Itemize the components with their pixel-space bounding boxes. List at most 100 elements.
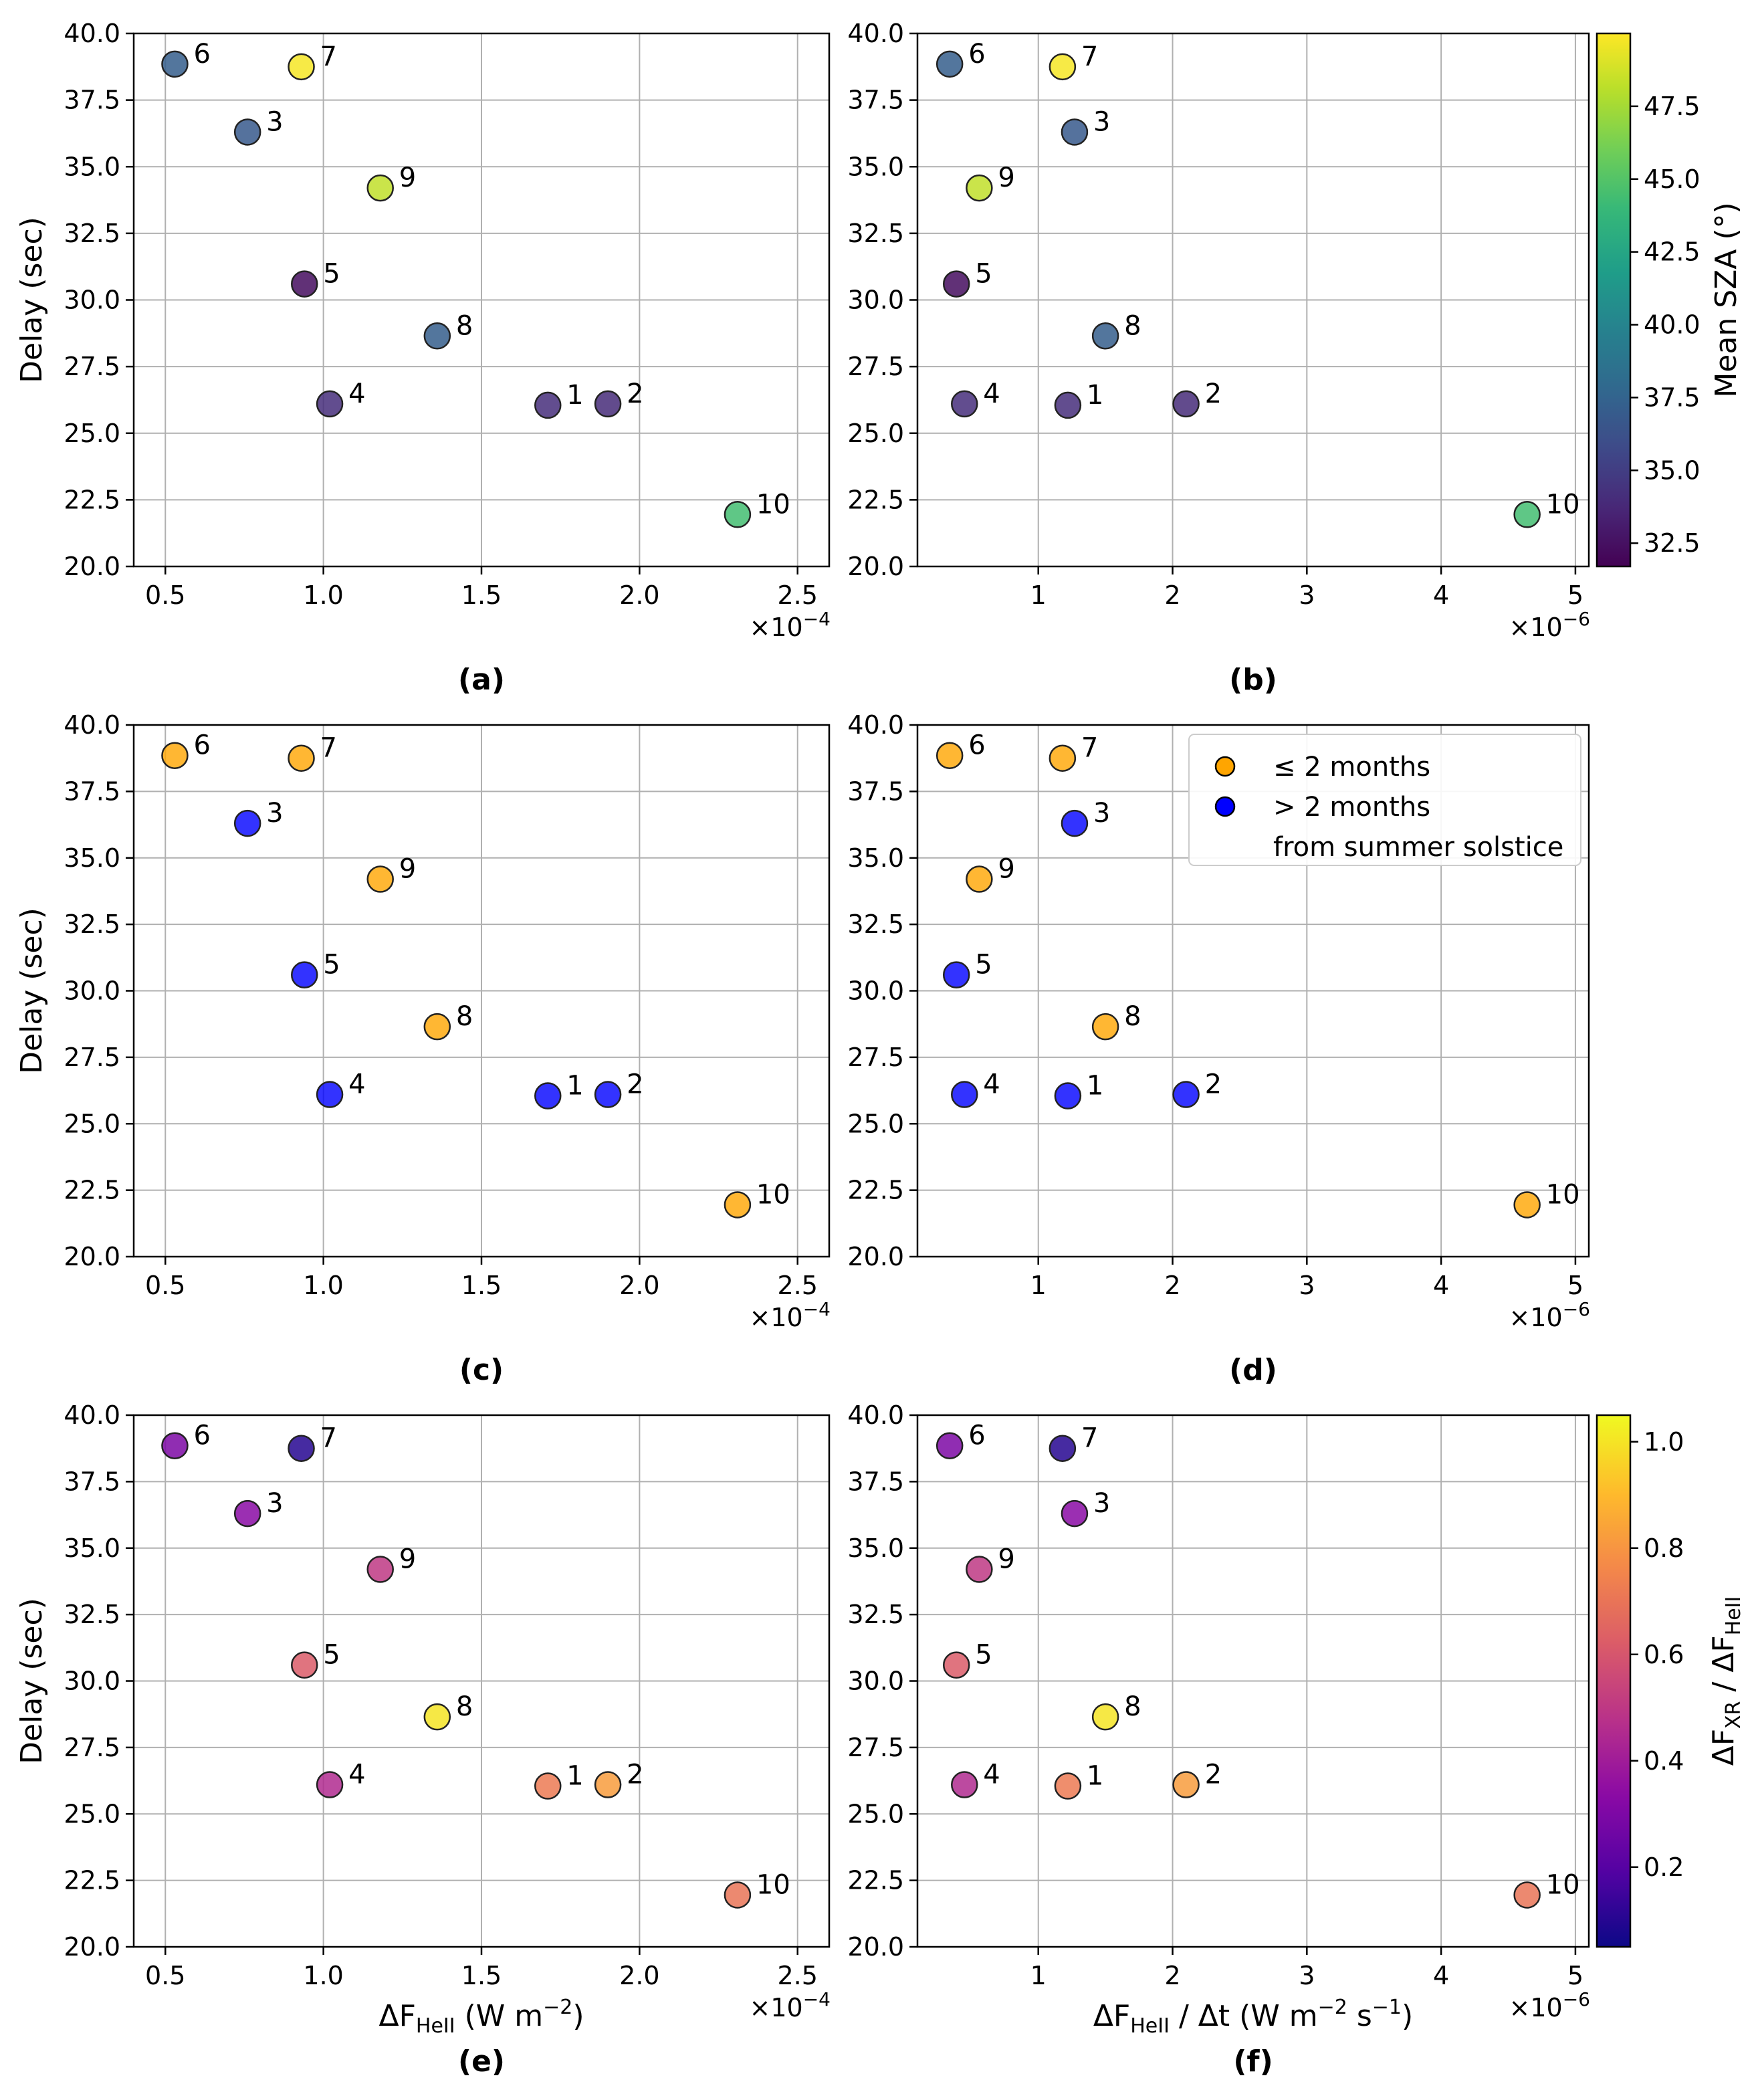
point-label: 1 — [566, 1761, 583, 1792]
data-point — [1172, 1081, 1200, 1108]
data-point — [724, 501, 752, 528]
data-point — [233, 118, 261, 146]
y-tick-label: 30.0 — [847, 1667, 904, 1696]
x-tick-label: 2.5 — [778, 1961, 818, 1990]
point-label: 5 — [975, 950, 992, 980]
x-tick-label: 1.0 — [303, 1271, 343, 1300]
x-tick-label: 5 — [1567, 581, 1583, 610]
data-point — [1054, 1082, 1082, 1110]
panel-e: 20.022.525.027.530.032.535.037.540.00.5 1… — [15, 1400, 831, 2079]
y-tick-label: 40.0 — [64, 710, 120, 740]
point-label: 7 — [1081, 733, 1098, 764]
x-tick-label: 5 — [1567, 1271, 1583, 1300]
panel-label: (e) — [458, 2044, 505, 2079]
point-label: 8 — [456, 1001, 473, 1032]
y-tick-label: 25.0 — [64, 1109, 120, 1138]
data-point — [951, 390, 978, 418]
data-point — [423, 1703, 451, 1731]
y-tick-label: 37.5 — [847, 86, 904, 115]
point-label: 6 — [968, 39, 985, 70]
colorbar-label: ΔFXR / ΔFHeII — [1707, 1596, 1745, 1766]
colorbar-tick-label: 0.6 — [1644, 1640, 1684, 1669]
colorbar-gradient — [1596, 32, 1632, 568]
point-label: 9 — [399, 1544, 416, 1575]
point-label: 9 — [998, 163, 1014, 193]
data-point — [291, 1651, 318, 1679]
point-label: 6 — [193, 730, 210, 761]
data-point — [724, 1191, 752, 1219]
y-tick-label: 40.0 — [64, 19, 120, 48]
data-point — [291, 270, 318, 298]
data-point — [288, 744, 315, 772]
y-tick-label: 22.5 — [64, 1866, 120, 1895]
point-label: 10 — [756, 489, 790, 520]
colorbar-tick-label: 42.5 — [1644, 237, 1701, 267]
y-tick-label: 20.0 — [64, 1242, 120, 1271]
data-point — [1513, 1881, 1541, 1909]
y-tick-label: 20.0 — [847, 1242, 904, 1271]
y-tick-label: 20.0 — [847, 1932, 904, 1962]
panel-label: (d) — [1229, 1353, 1277, 1387]
data-point — [534, 391, 562, 419]
point-label: 3 — [266, 106, 283, 137]
y-tick-label: 40.0 — [847, 1400, 904, 1430]
data-point — [316, 390, 344, 418]
colorbar-tick-label: 0.8 — [1644, 1534, 1684, 1563]
x-tick-label: 2 — [1164, 1271, 1180, 1300]
data-point — [724, 1881, 752, 1909]
x-tick-label: 3 — [1299, 1271, 1315, 1300]
data-point — [233, 809, 261, 837]
x-tick-label: 2.5 — [778, 581, 818, 610]
y-tick-label: 20.0 — [64, 552, 120, 581]
panel-label: (c) — [459, 1353, 504, 1387]
point-label: 10 — [1546, 1869, 1580, 1900]
y-tick-label: 37.5 — [64, 1467, 120, 1496]
point-label: 6 — [968, 1421, 985, 1451]
colorbar-tick-label: 37.5 — [1644, 383, 1701, 412]
legend-marker — [1214, 756, 1236, 777]
y-tick-label: 35.0 — [64, 1534, 120, 1563]
point-label: 8 — [456, 1691, 473, 1722]
point-label: 2 — [627, 379, 643, 409]
point-label: 7 — [320, 733, 337, 764]
x-tick-label: 4 — [1433, 1961, 1449, 1990]
y-tick-label: 30.0 — [847, 286, 904, 315]
data-point — [1513, 501, 1541, 528]
y-tick-label: 32.5 — [64, 910, 120, 939]
data-point — [1049, 744, 1077, 772]
y-tick-label: 37.5 — [847, 1467, 904, 1496]
data-point — [1091, 1703, 1119, 1731]
legend: ≤ 2 months > 2 months from summer solstice — [1188, 734, 1581, 866]
legend-note: from summer solstice — [1273, 832, 1563, 863]
x-tick-label: 1.0 — [303, 581, 343, 610]
point-label: 7 — [1081, 41, 1098, 72]
data-point — [594, 1081, 622, 1108]
x-tick-label: 1 — [1030, 581, 1047, 610]
data-point — [423, 1013, 451, 1041]
x-axis-multiplier: ×10−6 — [1509, 608, 1590, 642]
colorbar-tick-label: 40.0 — [1644, 310, 1701, 340]
y-tick-label: 27.5 — [847, 352, 904, 381]
y-axis-label: Delay (sec) — [15, 908, 49, 1074]
x-tick-label: 0.5 — [145, 581, 185, 610]
x-axis-multiplier: ×10−4 — [750, 608, 831, 642]
point-label: 5 — [975, 259, 992, 290]
data-point — [966, 865, 993, 893]
y-tick-label: 22.5 — [64, 1176, 120, 1205]
x-tick-label: 0.5 — [145, 1961, 185, 1990]
point-label: 2 — [627, 1760, 643, 1790]
point-label: 8 — [456, 310, 473, 341]
y-tick-label: 35.0 — [847, 152, 904, 181]
y-tick-label: 25.0 — [847, 1109, 904, 1138]
y-tick-label: 32.5 — [847, 219, 904, 248]
data-point — [936, 1432, 964, 1459]
colorbar-tick-label: 47.5 — [1644, 92, 1701, 121]
point-label: 6 — [193, 1421, 210, 1451]
data-point — [423, 322, 451, 350]
x-tick-label: 2.5 — [778, 1271, 818, 1300]
point-label: 8 — [1124, 310, 1141, 341]
data-point — [534, 1772, 562, 1800]
y-tick-label: 20.0 — [847, 552, 904, 581]
y-tick-label: 27.5 — [64, 1733, 120, 1762]
x-tick-label: 1 — [1030, 1271, 1047, 1300]
